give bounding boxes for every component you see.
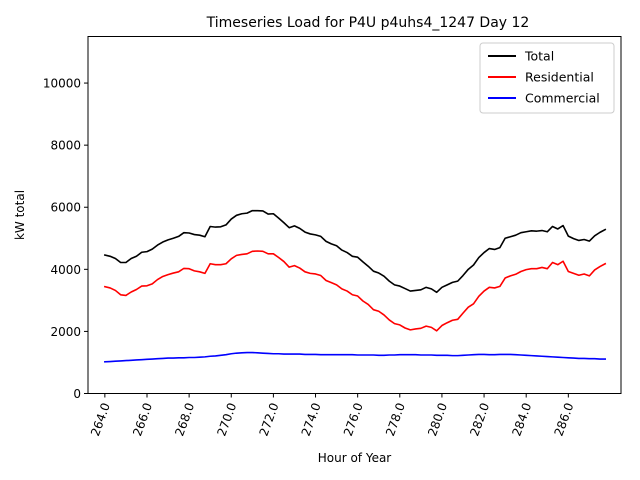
x-axis-label: Hour of Year bbox=[318, 451, 392, 465]
y-tick-label: 4000 bbox=[50, 263, 81, 277]
axes-border bbox=[87, 36, 622, 394]
series-line-total bbox=[103, 209, 607, 294]
y-tick-label: 6000 bbox=[50, 201, 81, 215]
y-tick-label: 8000 bbox=[50, 139, 81, 153]
y-tick-label: 2000 bbox=[50, 325, 81, 339]
series-line-residential bbox=[103, 250, 607, 332]
series-line-commercial bbox=[104, 351, 607, 363]
y-tick-label: 0 bbox=[73, 387, 81, 401]
legend: Total Residential Commercial bbox=[479, 42, 615, 114]
legend-label-commercial: Commercial bbox=[525, 91, 600, 106]
y-axis: 0 2000 4000 6000 8000 10000 bbox=[43, 77, 88, 401]
legend-label-residential: Residential bbox=[525, 70, 594, 85]
y-tick-label: 10000 bbox=[43, 77, 81, 91]
series-group bbox=[103, 209, 607, 363]
legend-box bbox=[479, 42, 615, 114]
chart-title: Timeseries Load for P4U p4uhs4_1247 Day … bbox=[206, 15, 530, 31]
legend-label-total: Total bbox=[524, 49, 554, 64]
axes-frame bbox=[87, 36, 622, 394]
y-axis-label: kW total bbox=[13, 190, 27, 240]
